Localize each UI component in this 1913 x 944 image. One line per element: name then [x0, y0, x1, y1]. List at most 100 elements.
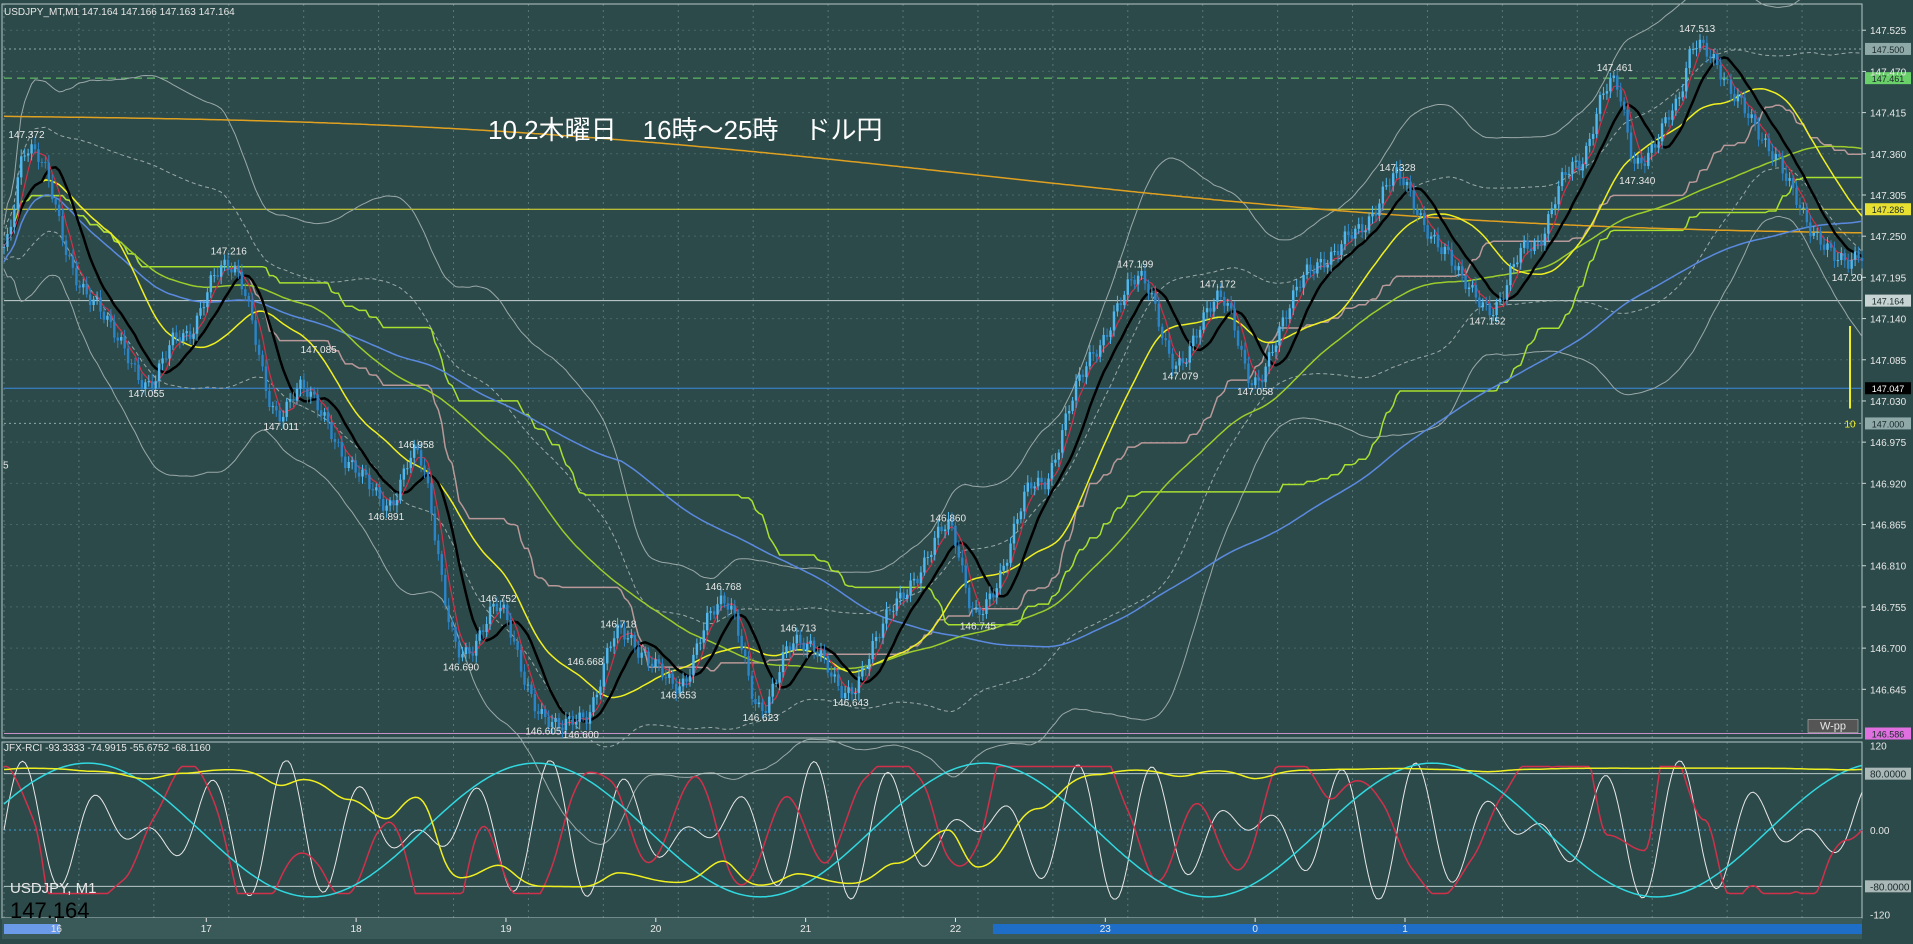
candle-body: [1747, 113, 1750, 119]
candle-body: [1612, 75, 1616, 79]
candle-body: [499, 607, 502, 612]
candle-body: [833, 674, 836, 677]
candle-body: [523, 671, 526, 685]
candle-body: [1130, 279, 1133, 281]
candle-body: [1815, 232, 1819, 234]
candle-body: [1292, 290, 1295, 309]
candle-body: [1526, 240, 1529, 249]
time-axis: 16 17 18 19 20 21 22 23 0 1: [2, 918, 1862, 939]
candle-body: [64, 240, 68, 255]
candle-body: [1543, 233, 1547, 246]
time-tick-label: 0: [1252, 924, 1258, 935]
bollinger-lower: [3, 215, 1863, 846]
candle-body: [1564, 172, 1567, 175]
candle-body: [261, 354, 264, 367]
candle-body: [340, 442, 344, 457]
candle-body: [213, 275, 216, 277]
candle-body: [836, 674, 840, 687]
candle-body: [1216, 290, 1219, 302]
candle-body: [1647, 152, 1650, 166]
bollinger-mid-lower: [3, 167, 1863, 748]
candle-body: [823, 650, 826, 657]
price-label: 146.713: [780, 623, 817, 634]
candle-body: [788, 646, 792, 651]
candle-body: [1833, 247, 1836, 261]
candle-body: [168, 345, 171, 359]
candle-body: [1385, 185, 1388, 187]
candle-body: [1343, 231, 1347, 245]
candle-body: [1588, 138, 1591, 146]
candle-body: [1850, 259, 1853, 269]
candle-body: [116, 337, 119, 341]
candle-body: [1205, 308, 1209, 313]
candle-body: [764, 710, 768, 713]
candle-body: [82, 283, 85, 288]
candle-body: [678, 686, 681, 694]
candle-body: [895, 598, 899, 611]
candle-body: [1574, 160, 1578, 162]
candle-body: [1491, 315, 1495, 317]
candle-body: [285, 401, 288, 417]
candle-body: [1229, 303, 1233, 309]
candle-body: [588, 712, 592, 724]
candle-body: [774, 682, 778, 684]
candle-body: [1298, 286, 1302, 288]
price-label: 147.340: [1619, 176, 1656, 187]
candle-body: [1778, 154, 1781, 157]
candle-body: [864, 667, 867, 670]
candle-body: [1740, 94, 1743, 98]
candle-body: [337, 441, 340, 443]
bollinger-upper: [3, 0, 1801, 580]
candle-body: [1171, 353, 1174, 369]
candle-body: [974, 607, 978, 610]
candle-body: [119, 337, 123, 341]
candle-body: [399, 479, 402, 501]
candle-body: [561, 727, 564, 731]
level-tag: [1865, 727, 1911, 740]
candle-body: [1681, 91, 1684, 98]
candle-body: [1281, 317, 1285, 327]
candle-body: [533, 693, 537, 712]
candle-body: [657, 659, 661, 664]
candle-body: [1684, 68, 1688, 92]
candle-body: [278, 410, 281, 422]
candle-body: [723, 595, 726, 604]
candle-body: [426, 471, 430, 484]
candle-body: [392, 500, 395, 506]
candle-body: [1033, 486, 1036, 489]
candle-body: [1423, 213, 1426, 226]
candle-body: [40, 161, 44, 163]
candle-body: [1457, 266, 1460, 271]
candle-body: [1009, 543, 1012, 563]
time-tick-label: 23: [1100, 924, 1112, 935]
candle-body: [1629, 132, 1633, 159]
candle-body: [1571, 161, 1574, 174]
candle-body: [616, 624, 619, 639]
candle-body: [99, 297, 102, 312]
candle-body: [30, 144, 33, 154]
candle-body: [1109, 330, 1112, 337]
candle-body: [957, 546, 961, 558]
candle-body: [1495, 301, 1498, 316]
candle-body: [1002, 565, 1005, 571]
candle-body: [695, 643, 699, 655]
candle-body: [1591, 133, 1595, 139]
candle-body: [368, 474, 371, 490]
candle-body: [178, 337, 182, 342]
candle-body: [1360, 224, 1364, 233]
candle-body: [1260, 380, 1264, 383]
axis-tick-label: 147.195: [1870, 273, 1907, 284]
candle-body: [237, 265, 240, 272]
rci-tick-tag: [1865, 880, 1911, 893]
candle-body: [1116, 303, 1119, 312]
candle-body: [51, 180, 54, 200]
candle-body: [147, 381, 150, 383]
candle-body: [602, 663, 606, 687]
candle-body: [530, 684, 533, 694]
candle-body: [1136, 275, 1140, 285]
price-label: 146.605: [525, 726, 562, 737]
candle-body: [726, 603, 730, 610]
time-tick-label: 18: [351, 924, 363, 935]
